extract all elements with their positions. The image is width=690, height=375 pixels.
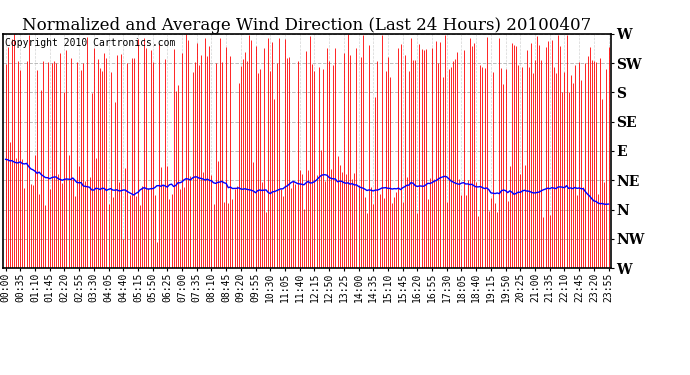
Text: Copyright 2010 Cartronics.com: Copyright 2010 Cartronics.com xyxy=(5,39,175,48)
Title: Normalized and Average Wind Direction (Last 24 Hours) 20100407: Normalized and Average Wind Direction (L… xyxy=(22,16,591,34)
